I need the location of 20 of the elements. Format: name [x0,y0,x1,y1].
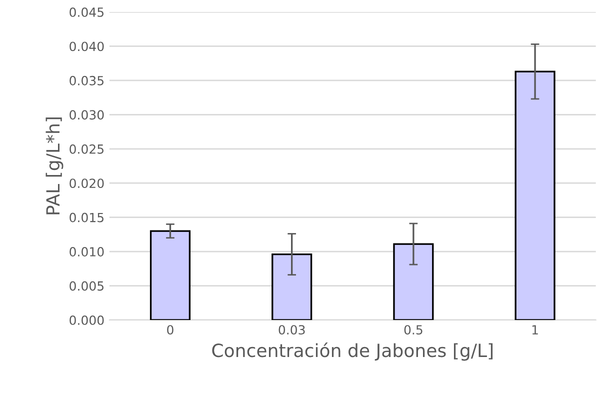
x-tick-label: 0.03 [278,325,305,335]
x-tick-label: 1 [532,325,538,334]
x-tick-label: 0.5 [404,325,422,335]
y-tick-label: 0.035 [70,76,104,86]
y-tick-label: 0.000 [70,315,104,325]
x-tick-label: 0 [167,325,174,335]
bar [514,70,556,320]
y-tick-label: 0.030 [70,110,104,120]
bar [393,243,434,320]
y-tick-label: 0.045 [70,7,104,17]
y-axis-title: PAL [g/L*h] [46,118,64,214]
y-tick-label: 0.020 [70,178,104,188]
y-tick-label: 0.005 [70,281,104,291]
y-tick-label: 0.025 [70,144,104,154]
y-tick-label: 0.015 [70,212,104,222]
bar [150,230,191,320]
x-axis-title: Concentración de Jabones [g/L] [212,342,493,361]
y-tick-label: 0.040 [70,42,104,52]
bar [272,253,312,320]
y-tick-label: 0.010 [70,247,104,256]
